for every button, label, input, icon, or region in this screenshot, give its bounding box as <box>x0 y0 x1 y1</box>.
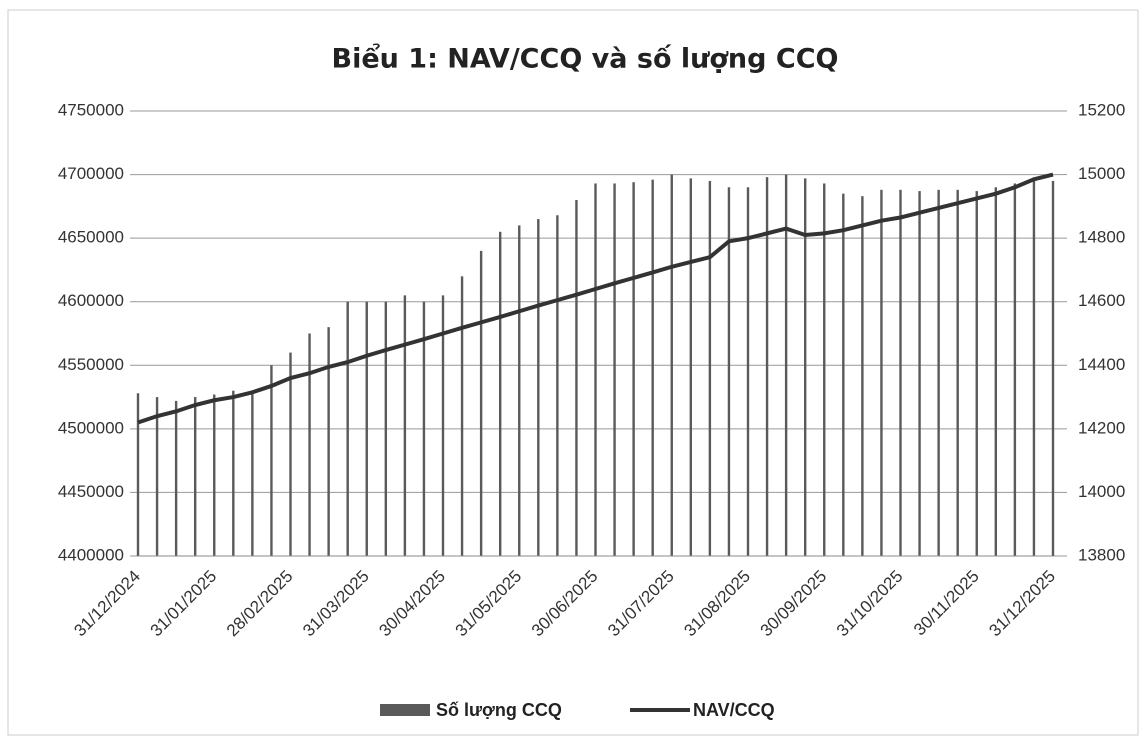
x-tick-label: 31/05/2025 <box>452 567 526 641</box>
legend-label: Số lượng CCQ <box>436 700 562 720</box>
bar <box>746 187 750 557</box>
bar <box>727 187 731 557</box>
bar <box>651 179 654 556</box>
y2-tick-label: 14800 <box>1078 228 1125 247</box>
bar <box>270 365 273 556</box>
bar <box>613 183 616 556</box>
bar <box>899 189 902 557</box>
bar <box>365 301 368 556</box>
y2-tick-label: 15000 <box>1078 164 1125 183</box>
x-tick-label: 31/12/2025 <box>985 567 1059 641</box>
bar <box>556 215 559 556</box>
y2-tick-label: 15200 <box>1078 100 1125 119</box>
bar <box>670 174 673 557</box>
bar <box>174 400 178 556</box>
x-tick-label: 30/06/2025 <box>528 567 602 641</box>
x-tick-label: 31/12/2024 <box>70 567 144 641</box>
x-tick-label: 31/10/2025 <box>833 567 907 641</box>
y-tick-label: 4450000 <box>58 482 124 501</box>
bar <box>937 189 940 557</box>
bar <box>632 182 635 556</box>
bar <box>384 301 388 556</box>
bar <box>403 295 407 556</box>
y2-tick-label: 13800 <box>1078 545 1125 564</box>
y-tick-label: 4600000 <box>58 291 124 310</box>
bar <box>518 225 521 556</box>
y-tick-label: 4750000 <box>58 100 124 119</box>
bar <box>213 394 216 556</box>
bar <box>842 193 845 556</box>
y2-tick-label: 14200 <box>1078 418 1125 437</box>
bar <box>193 397 197 556</box>
bar <box>803 178 807 556</box>
bar <box>784 174 788 557</box>
bar <box>479 250 483 556</box>
legend-label: NAV/CCQ <box>693 700 775 720</box>
bar <box>327 327 330 556</box>
bar <box>251 390 254 556</box>
x-tick-label: 28/02/2025 <box>223 567 297 641</box>
bar <box>956 189 959 557</box>
bar <box>765 177 769 556</box>
bar <box>422 301 426 556</box>
y2-tick-label: 14000 <box>1078 482 1125 501</box>
bar <box>575 200 578 556</box>
x-tick-label: 31/07/2025 <box>604 567 678 641</box>
bar <box>994 187 998 557</box>
bar <box>975 191 978 556</box>
bar <box>708 180 712 556</box>
y-tick-label: 4550000 <box>58 355 124 374</box>
bar <box>441 295 445 556</box>
bar <box>1013 183 1017 556</box>
y-tick-label: 4500000 <box>58 418 124 437</box>
bar <box>460 276 464 556</box>
y2-tick-label: 14600 <box>1078 291 1125 310</box>
line <box>137 172 1054 425</box>
x-tick-label: 31/01/2025 <box>147 567 221 641</box>
y-tick-label: 4400000 <box>58 545 124 564</box>
bar <box>346 301 349 556</box>
bar <box>498 231 502 557</box>
bar <box>594 183 597 556</box>
bar <box>880 189 883 557</box>
bar <box>1032 180 1036 556</box>
y2-tick-label: 14400 <box>1078 355 1125 374</box>
bar <box>289 352 292 556</box>
x-tick-label: 30/11/2025 <box>910 567 983 640</box>
chart-frame <box>7 9 1139 736</box>
bar <box>537 219 540 557</box>
y-tick-label: 4650000 <box>58 228 124 247</box>
bar <box>308 333 311 556</box>
x-tick-label: 31/08/2025 <box>680 567 754 641</box>
bar <box>689 178 693 556</box>
bar <box>136 393 140 556</box>
x-tick-label: 30/04/2025 <box>375 567 449 641</box>
y-tick-label: 4700000 <box>58 164 124 183</box>
x-tick-label: 30/09/2025 <box>757 567 831 641</box>
legend-swatch <box>380 704 430 716</box>
bar <box>823 183 826 556</box>
bar <box>861 196 864 556</box>
bar <box>232 390 235 556</box>
bar <box>918 191 921 556</box>
bar <box>155 397 159 556</box>
bar <box>1051 180 1055 556</box>
x-tick-label: 31/03/2025 <box>299 567 373 641</box>
chart-title: Biểu 1: NAV/CCQ và số lượng CCQ <box>332 42 839 75</box>
